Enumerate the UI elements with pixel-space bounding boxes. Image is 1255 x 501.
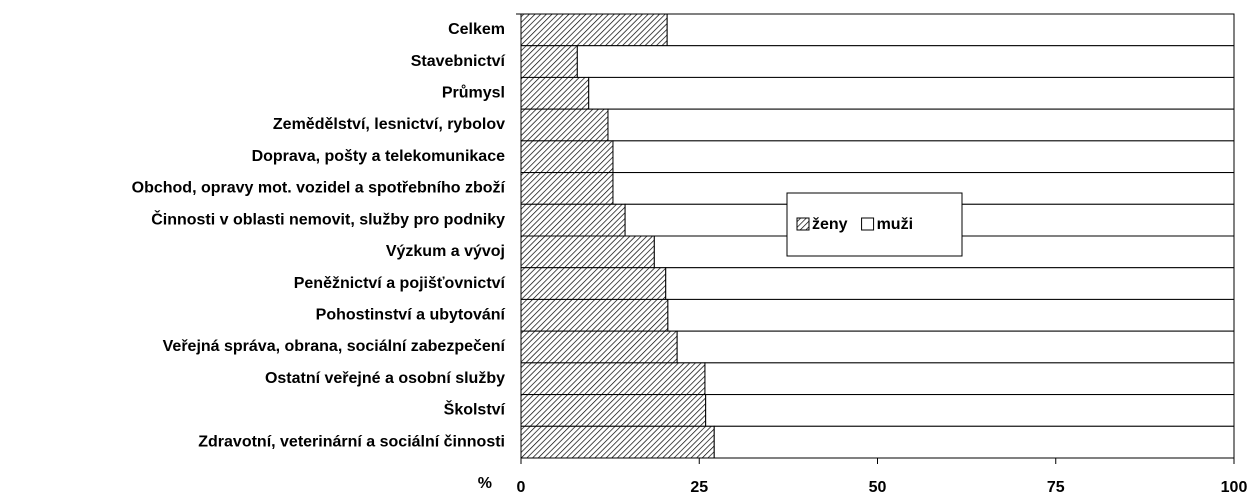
y-tick-label: Zdravotní, veterinární a sociální činnos… [198, 433, 505, 450]
y-tick-label: Školství [444, 400, 506, 419]
x-tick-label: 75 [1047, 479, 1065, 496]
x-tick-label: 25 [690, 479, 708, 496]
legend-label: muži [877, 216, 913, 233]
y-tick-label: Obchod, opravy mot. vozidel a spotřebníh… [132, 180, 506, 197]
y-tick-label: Doprava, pošty a telekomunikace [252, 148, 506, 165]
y-tick-label: Činnosti v oblasti nemovit, služby pro p… [151, 209, 505, 228]
bar [520, 108, 609, 142]
legend-box [786, 192, 963, 257]
bar [676, 330, 1235, 364]
bar [713, 425, 1235, 459]
bar [520, 203, 626, 237]
legend-swatch [861, 217, 875, 231]
x-tick-label: 50 [869, 479, 887, 496]
bar [520, 76, 590, 110]
bar [520, 235, 655, 269]
bar [607, 108, 1235, 142]
y-tick-label: Celkem [448, 21, 505, 38]
bar [520, 13, 668, 47]
x-tick-label: 0 [517, 479, 526, 496]
y-tick-label: Průmysl [442, 85, 505, 102]
bar [520, 330, 678, 364]
bar [520, 172, 614, 205]
bar [612, 140, 1235, 174]
y-tick-label: Veřejná správa, obrana, sociální zabezpe… [163, 338, 506, 355]
bar [666, 13, 1235, 47]
bar [704, 362, 1235, 396]
bar [665, 267, 1235, 300]
y-tick-label: Výzkum a vývoj [386, 243, 505, 260]
bar [520, 425, 715, 459]
bar [520, 362, 706, 396]
legend-swatch [796, 217, 810, 231]
y-tick-label: Zemědělství, lesnictví, rybolov [273, 116, 505, 133]
y-tick-label: Ostatní veřejné a osobní služby [265, 370, 505, 387]
y-tick-label: Pohostinství a ubytování [316, 307, 506, 324]
x-tick-label: 100 [1221, 479, 1248, 496]
bar [520, 140, 614, 174]
x-axis-label: % [478, 475, 492, 492]
bar [705, 394, 1235, 427]
bar [667, 298, 1235, 332]
bar [576, 45, 1235, 78]
bar [520, 298, 669, 332]
bar [520, 394, 707, 427]
bar [520, 45, 578, 78]
y-tick-label: Stavebnictví [411, 53, 506, 70]
bar [588, 76, 1235, 110]
legend-label: ženy [812, 216, 848, 233]
y-tick-label: Peněžnictví a pojišťovnictví [294, 275, 506, 292]
bar [520, 267, 667, 300]
